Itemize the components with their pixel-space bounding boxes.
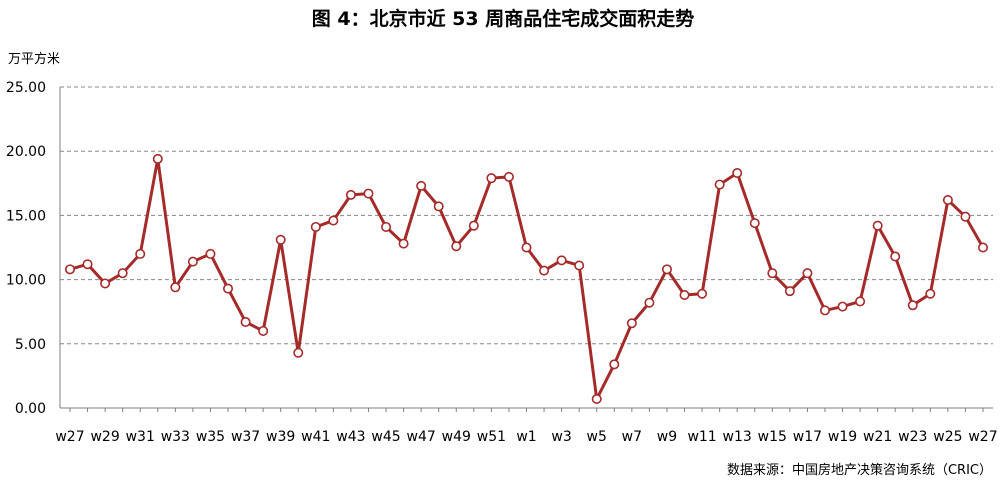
- x-tick-label: w37: [231, 429, 260, 445]
- data-point: [977, 242, 988, 253]
- x-tick-label: w25: [933, 429, 962, 445]
- data-point: [65, 264, 76, 275]
- data-point: [749, 218, 760, 229]
- data-point: [486, 173, 497, 184]
- data-point: [960, 211, 971, 222]
- data-point: [784, 286, 795, 297]
- x-tick-label: w5: [587, 429, 607, 445]
- chart-title: 图 4：北京市近 53 周商品住宅成交面积走势: [311, 8, 695, 30]
- gridlines: [60, 86, 993, 345]
- data-point: [574, 260, 585, 271]
- data-point: [556, 255, 567, 266]
- data-point: [135, 248, 146, 259]
- x-tick-label: w45: [371, 429, 400, 445]
- data-point: [679, 290, 690, 301]
- data-point: [925, 288, 936, 299]
- x-tick-label: w33: [161, 429, 190, 445]
- x-tick-label: w49: [442, 429, 471, 445]
- x-tick-label: w27: [968, 429, 997, 445]
- data-point: [310, 221, 321, 232]
- data-point: [503, 171, 514, 182]
- y-tick-label: 15.00: [6, 208, 46, 224]
- data-point: [767, 268, 778, 279]
- x-tick-label: w9: [657, 429, 677, 445]
- data-point: [416, 180, 427, 191]
- x-tick-label: w47: [407, 429, 436, 445]
- y-tick-label: 0.00: [15, 401, 46, 417]
- source-note: 数据来源：中国房地产决策咨询系统（CRIC）: [726, 463, 992, 478]
- x-tick-label: w1: [516, 429, 536, 445]
- data-point: [942, 194, 953, 205]
- data-point: [819, 305, 830, 316]
- x-tick-label: w35: [196, 429, 225, 445]
- x-tick-labels: w27 w29 w31 w33 w35 w37 w39 w41 w43 w45 w47 w49 w51 w…: [55, 429, 997, 445]
- x-tick-label: w11: [687, 429, 716, 445]
- y-tick-label: 25.00: [6, 80, 46, 96]
- data-point: [187, 256, 198, 267]
- data-point: [100, 278, 111, 289]
- data-point: [381, 221, 392, 232]
- data-point: [732, 168, 743, 179]
- x-tick-label: w23: [898, 429, 927, 445]
- data-point: [591, 394, 602, 405]
- data-point: [697, 288, 708, 299]
- x-tick-label: w41: [301, 429, 330, 445]
- data-point: [275, 234, 286, 245]
- series-line-0: [69, 157, 985, 401]
- x-tick-label: w21: [863, 429, 892, 445]
- x-tick-label: w17: [793, 429, 822, 445]
- series-line: [69, 157, 985, 401]
- y-tick-label: 10.00: [6, 273, 46, 289]
- data-point: [258, 325, 269, 336]
- x-tick-label: w15: [758, 429, 787, 445]
- data-point: [152, 153, 163, 164]
- x-tick-label: w7: [622, 429, 642, 445]
- data-point: [293, 347, 304, 358]
- x-tick-label: w19: [828, 429, 857, 445]
- data-point: [328, 215, 339, 226]
- data-point: [521, 242, 532, 253]
- data-point: [363, 188, 374, 199]
- data-point: [714, 179, 725, 190]
- data-point: [398, 238, 409, 249]
- y-tick-label: 20.00: [6, 144, 46, 160]
- data-point: [223, 283, 234, 294]
- x-tick-label: w51: [477, 429, 506, 445]
- data-point: [433, 201, 444, 212]
- data-point: [345, 189, 356, 200]
- data-point: [890, 251, 901, 262]
- data-point: [837, 301, 848, 312]
- data-point: [855, 296, 866, 307]
- data-markers: [65, 153, 988, 405]
- data-point: [117, 268, 128, 279]
- data-point: [802, 268, 813, 279]
- data-point: [240, 316, 251, 327]
- data-point: [170, 282, 181, 293]
- axes: [59, 87, 993, 412]
- data-point: [539, 265, 550, 276]
- y-tick-label: 5.00: [15, 337, 46, 353]
- x-tick-label: w3: [551, 429, 571, 445]
- data-point: [451, 241, 462, 252]
- y-tick-labels: 0.00 5.00 10.00 15.00 20.00 25.00: [6, 80, 46, 417]
- x-tick-label: w43: [336, 429, 365, 445]
- x-tick-label: w27: [55, 429, 84, 445]
- data-point: [907, 300, 918, 311]
- data-point: [661, 264, 672, 275]
- x-tick-label: w39: [266, 429, 295, 445]
- data-point: [644, 297, 655, 308]
- x-tick-label: w29: [90, 429, 119, 445]
- data-point: [609, 359, 620, 370]
- data-point: [872, 220, 883, 231]
- x-tick-label: w13: [723, 429, 752, 445]
- y-axis-unit-label: 万平方米: [8, 52, 61, 67]
- data-point: [82, 259, 93, 270]
- data-point: [468, 220, 479, 231]
- data-point: [626, 318, 637, 329]
- x-tick-label: w31: [126, 429, 155, 445]
- data-point: [205, 248, 216, 259]
